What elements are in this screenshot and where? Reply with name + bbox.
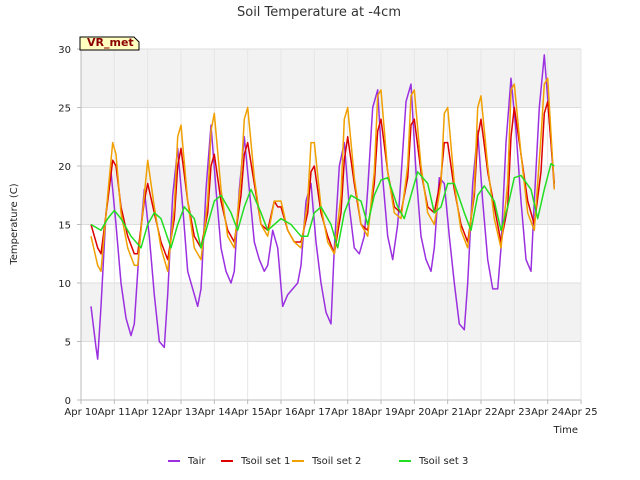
x-tick-label: Apr 17 [298,407,331,418]
x-tick-label: Apr 20 [398,407,431,418]
plot-background [81,49,581,400]
series-line-tsoil-set-1 [90,100,556,261]
chart-title: Soil Temperature at -4cm [237,5,401,20]
x-tick-label: Apr 11 [98,407,131,418]
x-tick-label: Apr 25 [564,407,597,418]
plot-band [81,49,581,108]
x-tick-label: Apr 19 [364,407,397,418]
legend-label: Tsoil set 2 [311,456,361,467]
y-tick-label: 15 [58,221,71,232]
legend-label: Tsoil set 3 [418,456,468,467]
y-axis-label: Temperature (C) [9,183,20,265]
plot-band [81,341,581,400]
station-tag-box [79,36,140,51]
y-tick-label: 25 [58,104,71,115]
x-tick-label: Apr 16 [264,407,297,418]
x-axis-label: Time [553,425,578,436]
y-tick-label: 20 [58,162,71,173]
y-tick-label: 10 [58,279,71,290]
series-line-tsoil-set-3 [90,162,555,249]
plot-band [81,224,581,283]
legend: Tair Tsoil set 1 Tsoil set 2 Tsoil set 3 [168,456,468,467]
y-tick-label: 30 [58,45,71,56]
y-tick-label: 0 [65,396,71,407]
plot-band [81,107,581,166]
x-axis-ticks: Apr 10 Apr 11 Apr 12 Apr 13 Apr 14 Apr 15 Apr … [64,400,598,418]
x-tick-label: Apr 21 [431,407,464,418]
x-tick-label: Apr 22 [464,407,497,418]
x-tick-label: Apr 18 [331,407,364,418]
y-tick-label: 5 [65,338,71,349]
station-tag-label: VR_met [87,36,134,49]
y-axis-ticks: 0 5 10 15 20 25 30 [58,45,81,407]
legend-label: Tsoil set 1 [240,456,290,467]
x-tick-label: Apr 14 [198,407,231,418]
x-tick-label: Apr 13 [164,407,197,418]
x-tick-label: Apr 10 [64,407,97,418]
x-tick-label: Apr 24 [531,407,564,418]
x-tick-label: Apr 12 [131,407,164,418]
x-tick-label: Apr 15 [231,407,264,418]
legend-label: Tair [187,456,206,467]
station-tag: VR_met [79,36,140,51]
series-lines [90,54,556,360]
x-tick-label: Apr 23 [498,407,531,418]
